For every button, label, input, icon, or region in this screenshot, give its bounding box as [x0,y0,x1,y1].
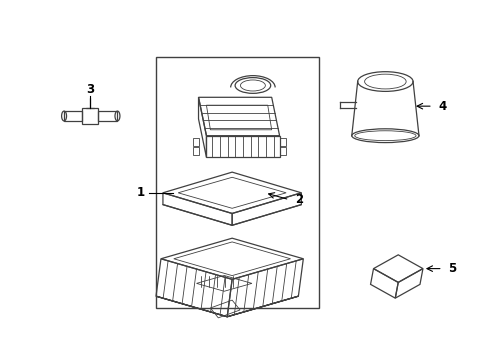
Text: 3: 3 [85,83,94,96]
Text: 4: 4 [438,100,446,113]
Text: 5: 5 [447,262,456,275]
Text: 2: 2 [295,193,303,206]
Bar [156,57,319,308]
Text: 1: 1 [137,186,145,199]
